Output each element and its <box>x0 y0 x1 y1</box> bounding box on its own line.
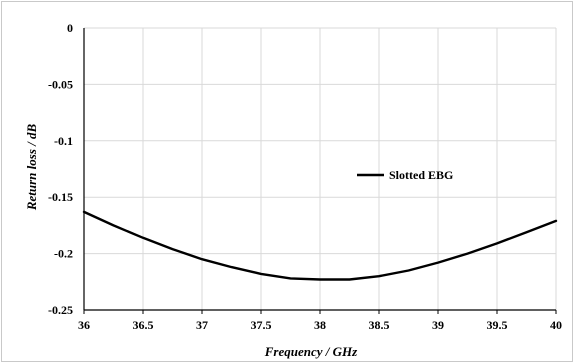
y-tick-label: -0.2 <box>54 247 73 261</box>
x-tick-label: 39.5 <box>487 318 508 332</box>
x-tick-label: 36 <box>78 318 90 332</box>
y-tick-label: -0.15 <box>48 190 73 204</box>
series-layer <box>82 210 558 281</box>
x-axis-title: Frequency / GHz <box>264 344 358 359</box>
y-tick-label: -0.1 <box>54 134 73 148</box>
x-tick-label: 38 <box>314 318 326 332</box>
x-tick-label: 39 <box>432 318 444 332</box>
x-tick-label: 40 <box>550 318 562 332</box>
y-tick-label: -0.25 <box>48 303 73 317</box>
series-line-slotted-ebg <box>82 210 558 281</box>
y-tick-label: 0 <box>67 21 73 35</box>
legend: Slotted EBG <box>357 168 453 182</box>
x-tick-labels: 36 36.5 37 37.5 38 38.5 39 39.5 40 <box>78 318 562 332</box>
x-tick-label: 36.5 <box>133 318 154 332</box>
y-tick-labels: 0 -0.05 -0.1 -0.15 -0.2 -0.25 <box>48 21 73 317</box>
y-axis-title: Return loss / dB <box>24 124 39 212</box>
legend-label: Slotted EBG <box>389 168 453 182</box>
x-tick-label: 37 <box>196 318 208 332</box>
axes <box>83 28 557 314</box>
x-tick-label: 38.5 <box>369 318 390 332</box>
grid <box>84 27 557 310</box>
x-tick-label: 37.5 <box>251 318 272 332</box>
y-tick-label: -0.05 <box>48 77 73 91</box>
